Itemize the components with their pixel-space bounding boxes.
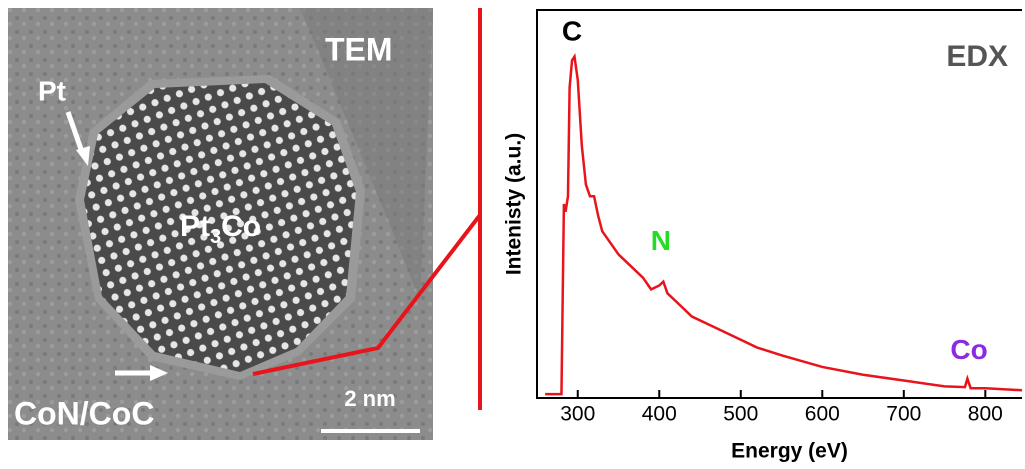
shell-label: CoN/CoC — [14, 395, 154, 431]
alloy-part: Pt — [180, 210, 210, 243]
peak-label: N — [651, 225, 671, 256]
x-tick-label: 400 — [642, 403, 677, 426]
x-tick-label: 800 — [968, 403, 1003, 426]
scale-label: 2 nm — [344, 386, 395, 411]
tem-label: TEM — [325, 31, 393, 67]
peak-label: C — [562, 16, 582, 47]
chart: 300 400 500 600 700 800 Energy (eV) Intenisty (… — [503, 9, 1023, 463]
y-axis-label: Intenisty (a.u.) — [503, 133, 526, 275]
alloy-part: Co — [221, 210, 261, 243]
axis-frame — [536, 9, 1022, 399]
pt-label: Pt — [38, 75, 66, 106]
chart-title: EDX — [946, 40, 1008, 73]
arrow — [65, 111, 85, 153]
arrow-head — [76, 146, 90, 166]
spectrum — [545, 53, 1023, 396]
carbon-support — [300, 8, 433, 300]
x-axis-label: Energy (eV) — [731, 440, 848, 463]
peak-label: Co — [950, 334, 987, 365]
arrow-head — [150, 365, 168, 381]
tem-image: TEM Pt Pt3Co CoN/CoC 2 nm — [8, 8, 433, 440]
x-tick-label: 700 — [886, 403, 921, 426]
alloy-sub: 3 — [210, 226, 221, 248]
zoom-line — [252, 213, 482, 376]
x-tick-label: 600 — [805, 403, 840, 426]
alloy-label: Pt3Co — [180, 210, 261, 248]
x-tick-label: 300 — [560, 403, 595, 426]
x-tick-label: 500 — [723, 403, 758, 426]
nanoparticle — [84, 83, 356, 372]
